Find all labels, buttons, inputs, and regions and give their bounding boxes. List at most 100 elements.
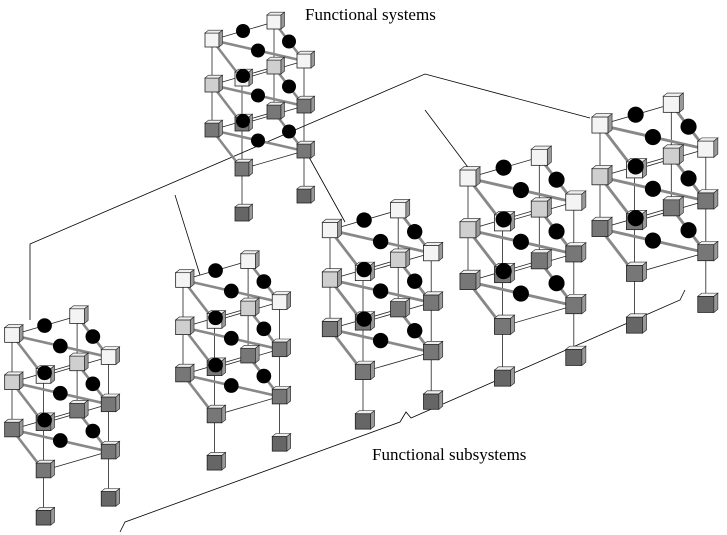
lattice [322,199,442,429]
node-cube [101,489,119,507]
cube-face [101,350,116,365]
cube-face [531,201,547,217]
node-cube [267,57,285,74]
cube-face [267,105,281,119]
cube-face [391,203,406,218]
tree-drop [175,195,200,275]
cube-side [222,452,226,470]
cube-side [116,347,120,365]
node-cube [267,102,285,119]
node-cube [207,452,225,470]
cube-side [679,93,683,112]
cube-face [698,296,714,312]
node-cube [698,241,718,260]
node-cube [355,411,374,429]
node-dot [257,369,272,384]
node-cube [626,262,646,281]
node-cube [297,96,315,113]
node-dot [645,181,661,197]
cube-side [439,341,443,359]
node-cube [176,317,194,335]
cube-side [608,217,612,236]
node-dot [373,333,388,348]
cube-side [287,386,291,404]
node-cube [241,251,259,269]
tree-drop [425,110,470,170]
cube-face [592,117,608,133]
node-cube [70,400,88,418]
cube-side [222,405,226,423]
lattices [5,12,718,525]
cube-side [116,394,120,412]
cube-face [176,320,191,335]
cube-side [439,292,443,310]
cube-side [714,293,718,312]
cube-face [531,253,547,269]
cube-side [84,400,88,418]
cube-face [460,170,476,186]
node-dot [282,125,296,139]
cube-face [322,272,337,287]
node-cube [424,341,443,359]
cube-face [698,193,714,209]
node-dot [628,210,644,226]
cube-side [608,165,612,184]
node-dot [373,283,388,298]
cube-face [424,394,439,409]
node-cube [494,315,514,334]
node-cube [460,167,480,186]
node-dot [251,89,265,103]
cube-face [70,356,85,371]
cube-face [566,298,582,314]
cube-face [101,397,116,412]
node-cube [663,93,683,112]
cube-side [476,270,480,289]
node-dot [224,378,239,393]
node-dot [251,44,265,58]
cube-face [297,189,311,203]
cube-face [205,123,219,137]
node-cube [5,419,23,437]
cube-side [84,353,88,371]
node-dot [407,273,422,288]
cube-side [281,12,285,29]
node-dot [373,234,388,249]
cube-side [116,441,120,459]
cube-face [531,149,547,165]
cube-side [439,391,443,409]
cube-face [272,389,287,404]
node-cube [176,364,194,382]
cube-side [643,262,647,281]
node-dot [628,158,644,174]
node-dot [257,321,272,336]
node-cube [626,314,646,333]
node-cube [36,507,54,525]
cube-face [241,301,256,316]
node-cube [70,353,88,371]
cube-face [626,317,642,333]
node-cube [297,51,315,68]
cube-face [566,246,582,262]
cube-face [391,302,406,317]
node-dot [407,323,422,338]
node-dot [208,310,223,325]
cube-side [311,51,315,68]
lattice [5,306,120,525]
cube-side [547,198,551,217]
cube-face [322,222,337,237]
cube-side [249,159,253,176]
node-cube [698,293,718,312]
node-dot [224,331,239,346]
node-dot [681,119,697,135]
node-cube [494,367,514,386]
cube-side [511,367,515,386]
cube-face [267,60,281,74]
cube-face [663,96,679,112]
cube-face [297,99,311,113]
cube-face [5,422,20,437]
cube-face [267,15,281,29]
node-dot [549,223,565,239]
hierarchy-lines [30,74,685,532]
cube-side [406,199,410,217]
cube-side [219,120,223,137]
